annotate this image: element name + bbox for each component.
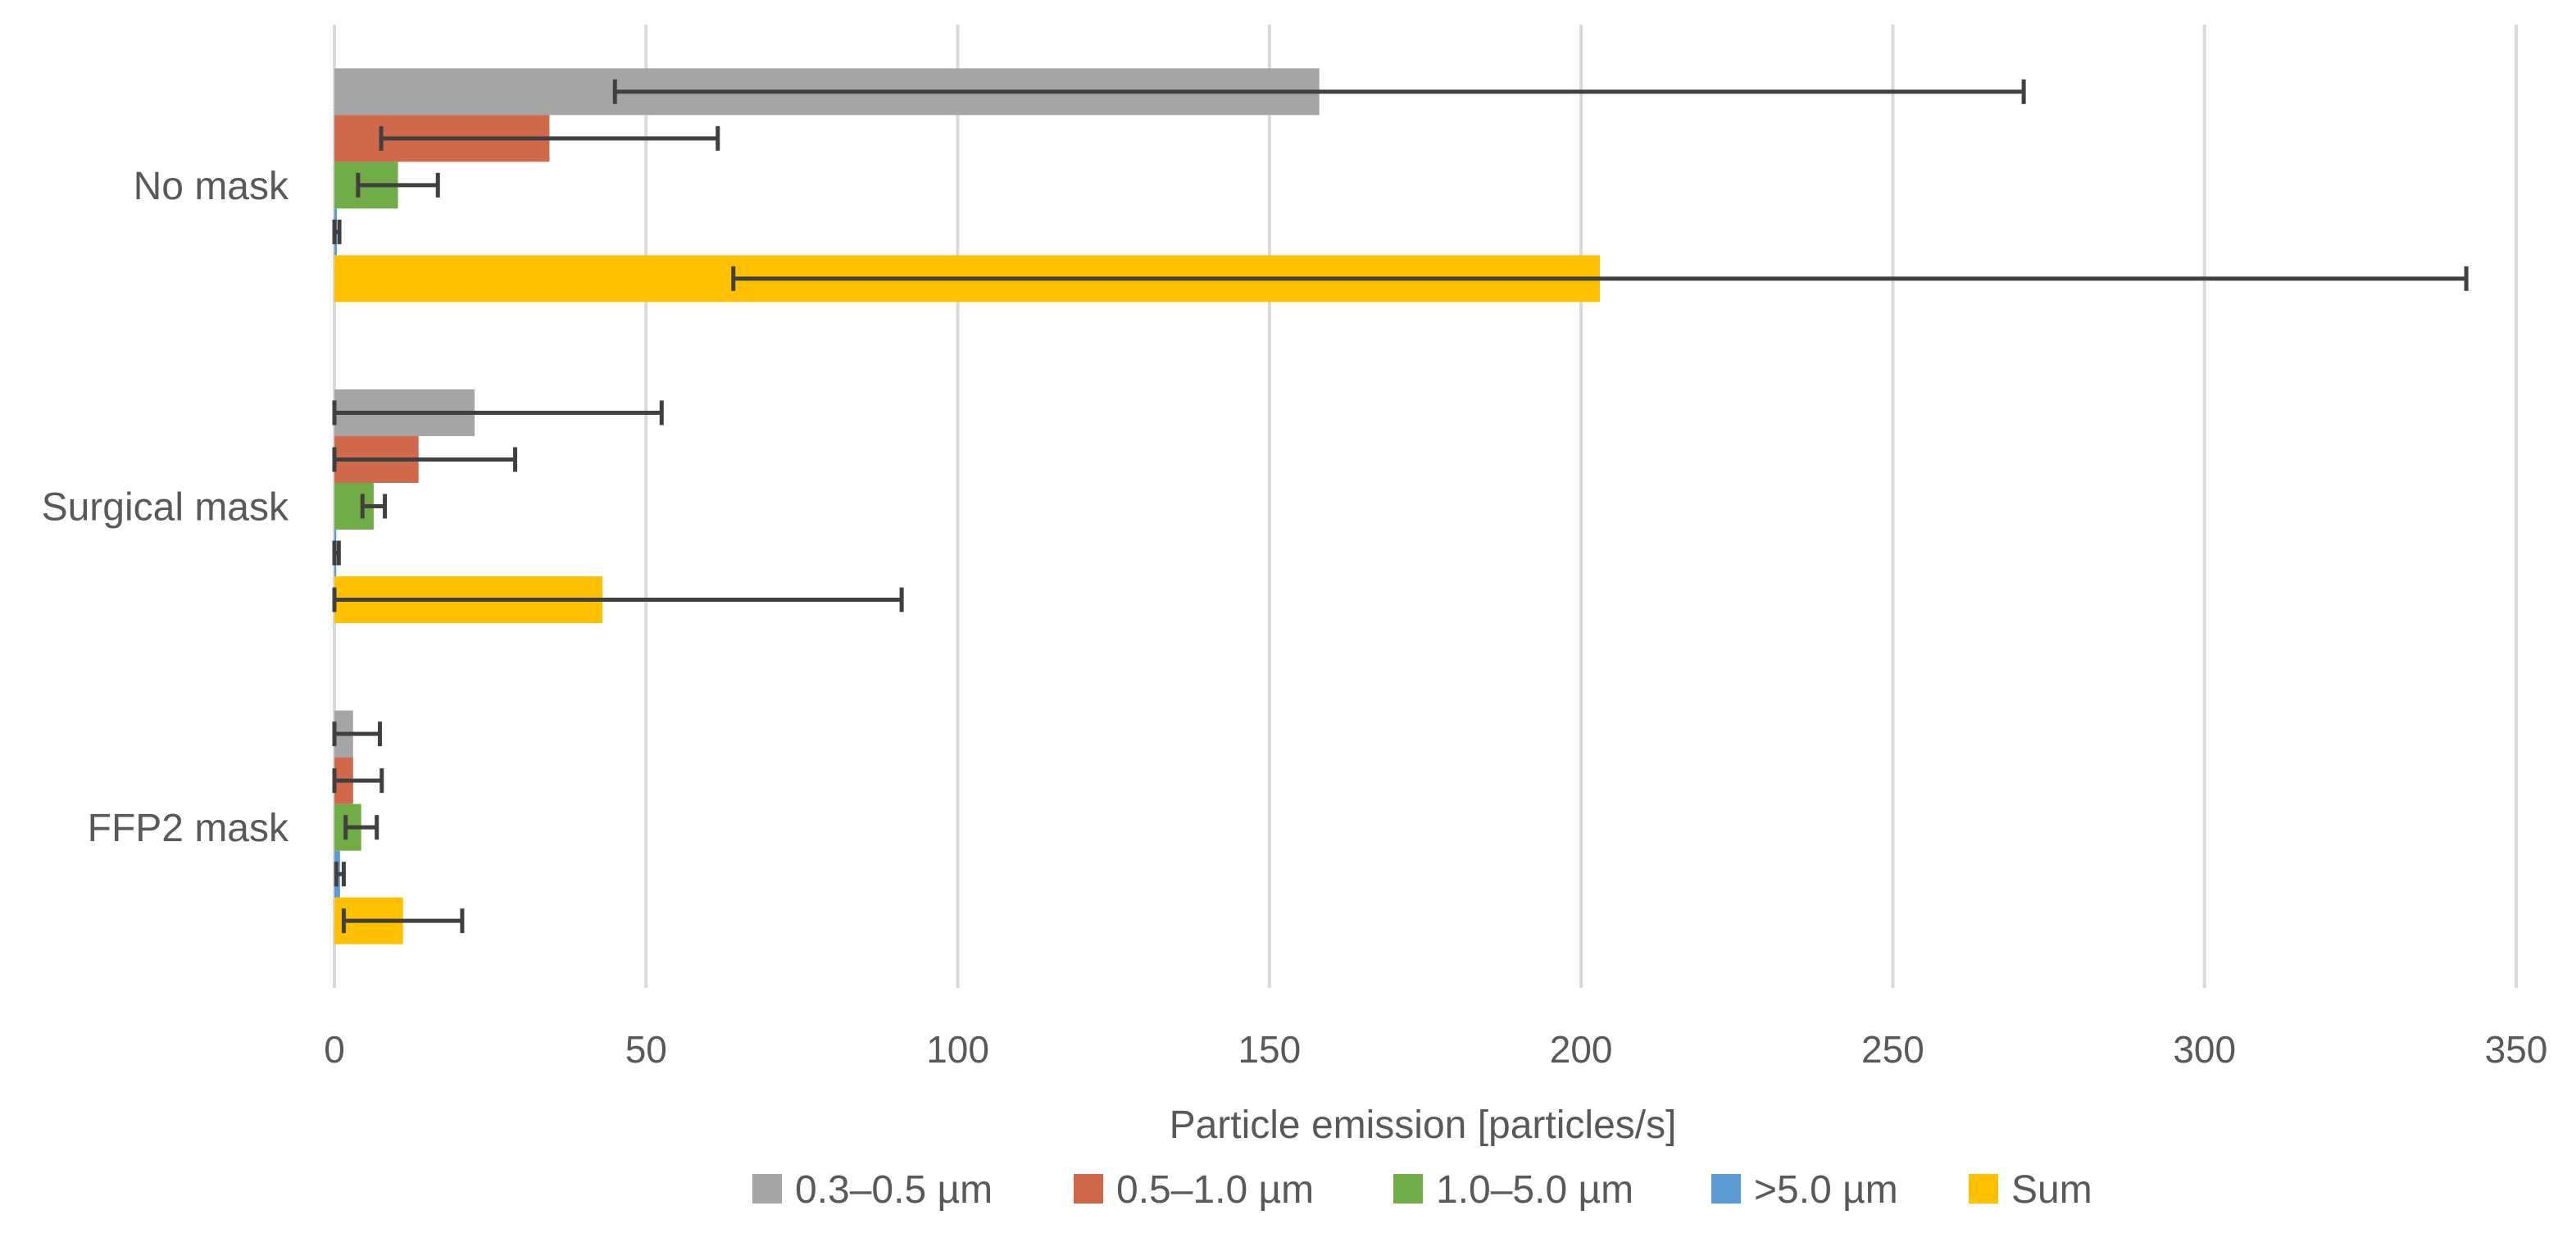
category-label-ffp2-mask: FFP2 mask bbox=[88, 807, 289, 850]
error-bar-ffp2-mask-sum bbox=[341, 908, 465, 934]
error-bar-no-mask-1-0-5-0-m bbox=[356, 172, 440, 198]
error-bar-ffp2-mask-5-0-m bbox=[334, 862, 346, 887]
x-tick-label-200: 200 bbox=[1550, 1028, 1613, 1071]
x-tick-label-100: 100 bbox=[926, 1028, 989, 1071]
error-bar-no-mask-sum bbox=[731, 266, 2469, 291]
error-bars bbox=[332, 79, 2469, 934]
x-tick-label-300: 300 bbox=[2173, 1028, 2236, 1071]
x-tick-label-350: 350 bbox=[2485, 1028, 2548, 1071]
legend-item-0-5-1-0-m: 0.5–1.0 µm bbox=[1074, 1168, 1314, 1212]
legend-swatch bbox=[1393, 1174, 1423, 1204]
legend-swatch bbox=[752, 1174, 782, 1204]
legend-label: 0.3–0.5 µm bbox=[795, 1168, 993, 1212]
x-tick-labels: 0 50 100 150 200 250 300 350 bbox=[324, 1028, 2547, 1071]
error-bar-surgical-mask-0-3-0-5-m bbox=[332, 400, 664, 425]
error-bar-ffp2-mask-0-3-0-5-m bbox=[332, 721, 383, 747]
legend-swatch bbox=[1074, 1174, 1103, 1204]
legend: 0.3–0.5 µm 0.5–1.0 µm 1.0–5.0 µm >5.0 µm Sum bbox=[752, 1168, 2092, 1212]
gridlines bbox=[333, 25, 2518, 988]
category-label-no-mask: No mask bbox=[134, 165, 289, 208]
legend-label: 0.5–1.0 µm bbox=[1116, 1168, 1314, 1212]
error-bar-ffp2-mask-0-5-1-0-m bbox=[332, 768, 384, 794]
bars bbox=[334, 68, 1600, 944]
legend-swatch bbox=[1711, 1174, 1741, 1204]
error-bar-surgical-mask-5-0-m bbox=[332, 540, 341, 566]
category-label-surgical-mask: Surgical mask bbox=[42, 486, 289, 530]
legend-label: 1.0–5.0 µm bbox=[1436, 1168, 1633, 1212]
x-tick-label-0: 0 bbox=[324, 1028, 345, 1071]
legend-item-1-0-5-0-m: 1.0–5.0 µm bbox=[1393, 1168, 1633, 1212]
legend-item-0-3-0-5-m: 0.3–0.5 µm bbox=[752, 1168, 993, 1212]
error-bar-surgical-mask-1-0-5-0-m bbox=[360, 494, 388, 519]
category-labels: No mask Surgical mask FFP2 mask bbox=[42, 165, 289, 850]
error-bar-no-mask-5-0-m bbox=[332, 219, 342, 244]
x-tick-label-150: 150 bbox=[1238, 1028, 1301, 1071]
legend-label: >5.0 µm bbox=[1754, 1168, 1898, 1212]
error-bar-surgical-mask-0-5-1-0-m bbox=[332, 447, 518, 472]
x-tick-label-250: 250 bbox=[1861, 1028, 1924, 1071]
error-bar-surgical-mask-sum bbox=[332, 587, 904, 612]
legend-label: Sum bbox=[2011, 1168, 2092, 1212]
error-bar-no-mask-0-3-0-5-m bbox=[612, 79, 2026, 104]
legend-swatch bbox=[1969, 1174, 1998, 1204]
legend-item-sum: Sum bbox=[1969, 1168, 2092, 1212]
error-bar-ffp2-mask-1-0-5-0-m bbox=[343, 815, 379, 840]
error-bar-no-mask-0-5-1-0-m bbox=[379, 125, 720, 151]
x-tick-label-50: 50 bbox=[625, 1028, 667, 1071]
x-axis-title: Particle emission [particles/s] bbox=[1170, 1104, 1677, 1147]
legend-item-5-0-m: >5.0 µm bbox=[1711, 1168, 1898, 1212]
